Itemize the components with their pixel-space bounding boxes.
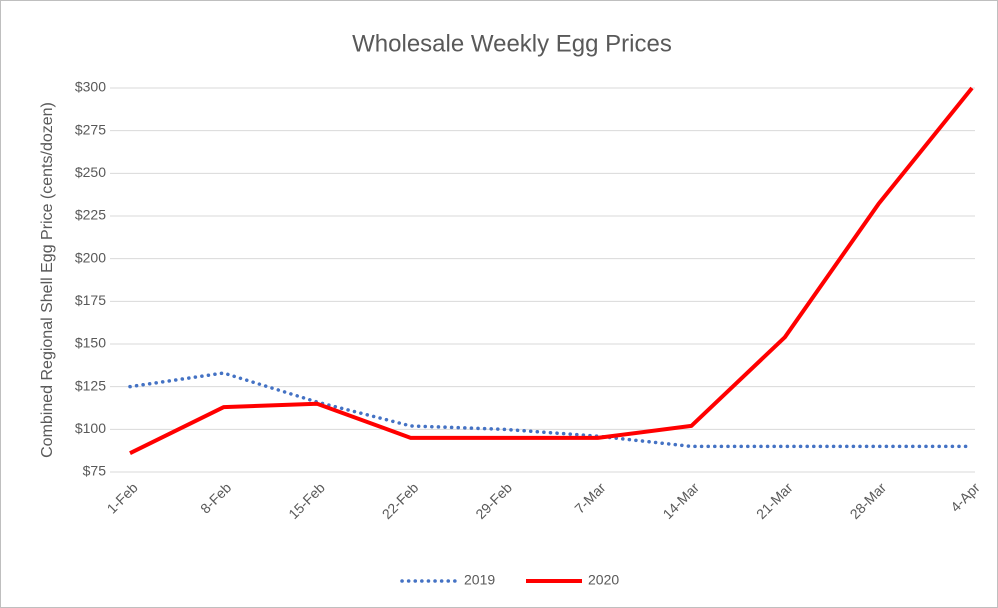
y-tick-label: $225 (75, 207, 106, 223)
legend-label: 2020 (588, 572, 619, 588)
y-tick-label: $100 (75, 420, 106, 436)
chart-title: Wholesale Weekly Egg Prices (352, 30, 672, 57)
legend-label: 2019 (464, 572, 495, 588)
y-tick-label: $175 (75, 292, 106, 308)
y-axis-label: Combined Regional Shell Egg Price (cents… (39, 102, 56, 458)
series-line (128, 371, 974, 449)
series-line (129, 86, 974, 456)
y-tick-label: $150 (75, 335, 106, 351)
y-tick-label: $275 (75, 121, 106, 137)
y-tick-label: $250 (75, 164, 106, 180)
y-tick-label: $200 (75, 249, 106, 265)
y-tick-label: $75 (83, 463, 107, 479)
y-tick-label: $125 (75, 377, 106, 393)
y-tick-label: $300 (75, 79, 106, 95)
